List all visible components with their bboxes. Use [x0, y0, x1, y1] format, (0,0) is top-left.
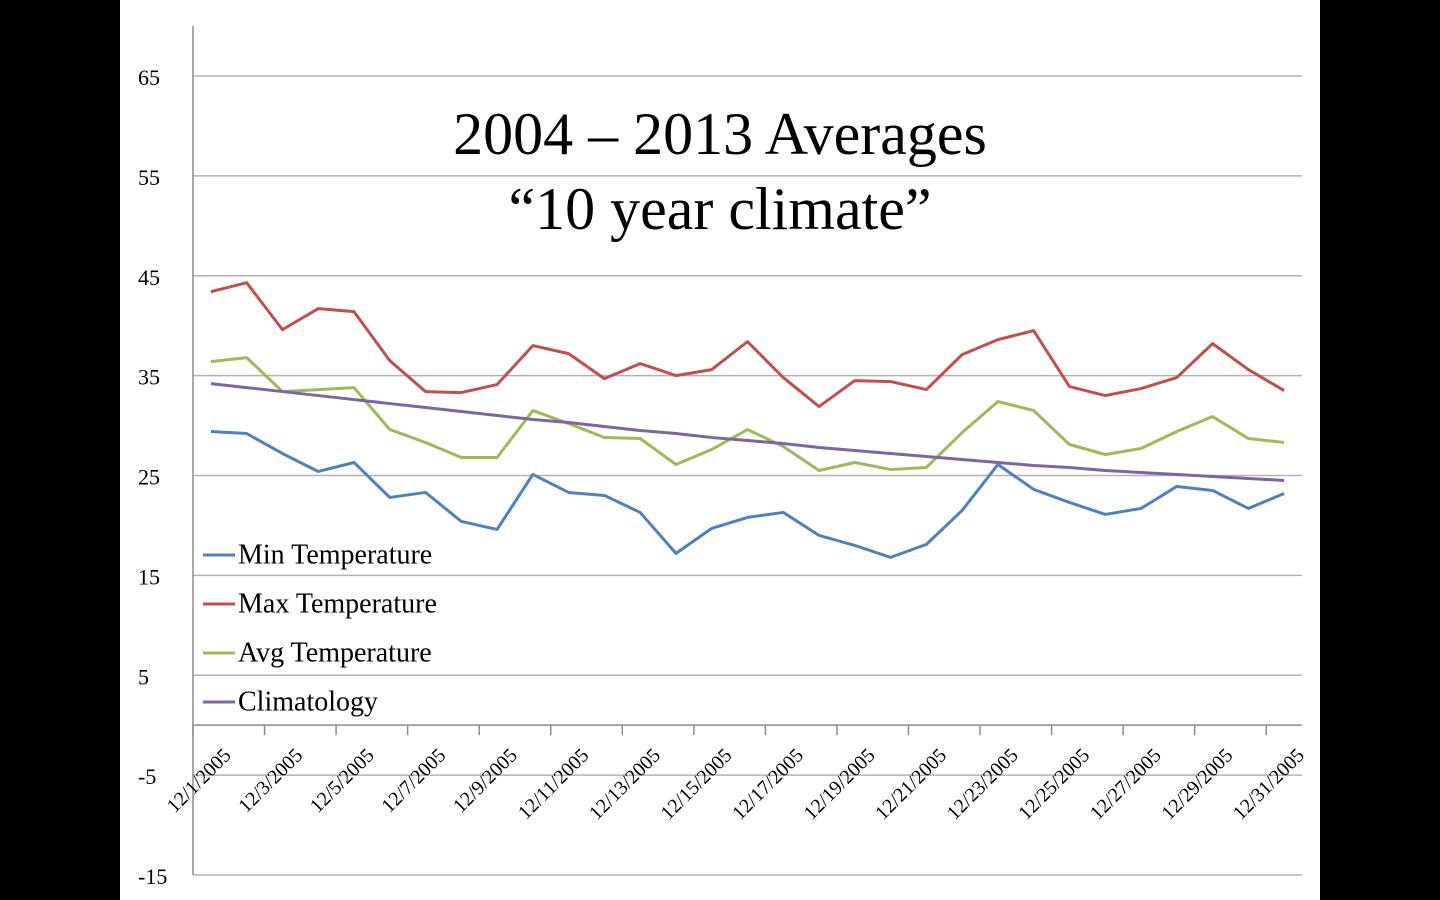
series-line — [210, 281, 1285, 409]
series-line — [210, 382, 1285, 482]
series-line — [210, 356, 1285, 472]
y-tick-label: -15 — [138, 864, 167, 889]
y-tick-label: 65 — [138, 65, 160, 90]
chart-title: “10 year climate” — [508, 176, 931, 242]
legend-label: Avg Temperature — [238, 637, 432, 668]
y-tick-label: -5 — [138, 764, 156, 789]
y-tick-label: 5 — [138, 664, 149, 689]
slide — [120, 0, 1320, 900]
legend-label: Min Temperature — [238, 539, 432, 570]
y-tick-label: 15 — [138, 564, 160, 589]
y-tick-label: 25 — [138, 465, 160, 490]
y-tick-label: 45 — [138, 265, 160, 290]
chart-title: 2004 – 2013 Averages — [453, 101, 987, 167]
series-line — [210, 430, 1285, 559]
legend-label: Climatology — [238, 686, 378, 717]
legend-label: Max Temperature — [238, 588, 437, 619]
y-tick-label: 35 — [138, 365, 160, 390]
y-tick-label: 55 — [138, 165, 160, 190]
